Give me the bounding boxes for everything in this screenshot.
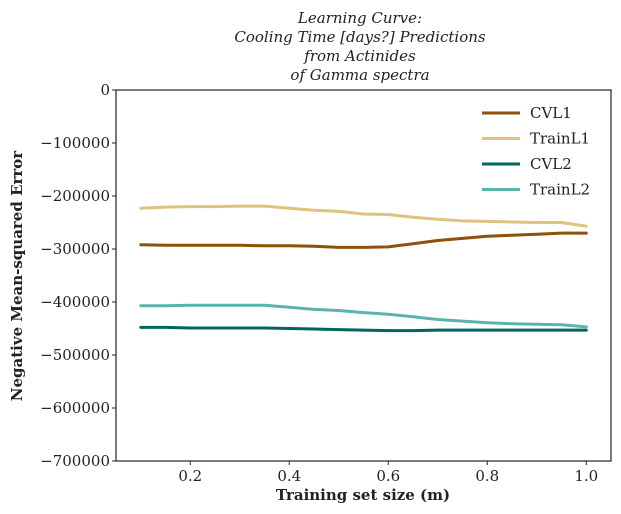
x-axis-label: Training set size (m)	[276, 486, 450, 504]
x-tick-label: 0.8	[475, 467, 499, 485]
chart-title-line-4: of Gamma spectra	[290, 66, 429, 84]
series-layer	[139, 204, 588, 333]
y-tick-label: −500000	[40, 346, 110, 364]
plot-area	[116, 90, 611, 461]
legend-label-cvl1: CVL1	[530, 104, 572, 122]
y-tick-label: −100000	[40, 134, 110, 152]
x-tick-label: 0.4	[277, 467, 301, 485]
y-tick-label: 0	[100, 81, 110, 99]
chart-title-line-1: Learning Curve:	[297, 9, 422, 27]
y-tick-label: −400000	[40, 293, 110, 311]
plot-frame	[115, 89, 612, 462]
y-tick-label: −300000	[40, 240, 110, 258]
legend-label-cvl2: CVL2	[530, 155, 572, 173]
legend-label-trainl1: TrainL1	[530, 130, 590, 148]
y-tick-label: −600000	[40, 399, 110, 417]
y-tick-label: −200000	[40, 187, 110, 205]
series-line-trainl1	[139, 204, 588, 228]
y-axis: 0 −100000 −200000 −300000 −400000 −500000 −600…	[40, 81, 116, 470]
series-line-cvl1	[139, 231, 588, 249]
legend-label-trainl2: TrainL2	[530, 181, 590, 199]
chart-title-line-3: from Actinides	[303, 47, 416, 65]
x-tick-label: 1.0	[574, 467, 598, 485]
legend: CVL1 TrainL1 CVL2 TrainL2	[482, 104, 590, 199]
series-line-cvl2	[139, 325, 588, 333]
x-tick-label: 0.2	[178, 467, 202, 485]
chart-title-line-2: Cooling Time [days?] Predictions	[234, 28, 486, 46]
y-axis-label: Negative Mean-squared Error	[8, 150, 26, 402]
y-tick-label: −700000	[40, 452, 110, 470]
x-tick-label: 0.6	[376, 467, 400, 485]
x-axis: 0.2 0.4 0.6 0.8 1.0	[178, 461, 598, 485]
series-line-trainl2	[139, 303, 588, 329]
chart-title: Learning Curve: Cooling Time [days?] Pre…	[234, 9, 486, 84]
